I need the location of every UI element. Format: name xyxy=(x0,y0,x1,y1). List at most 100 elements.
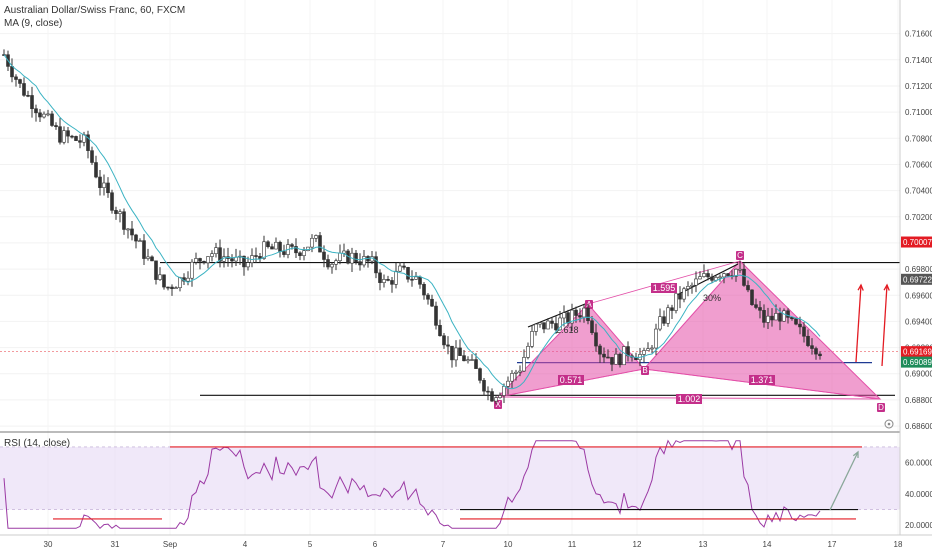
candle-body xyxy=(162,274,166,288)
pattern-ratio: 1.371 xyxy=(749,375,775,385)
rsi-trend-lines xyxy=(53,446,862,520)
candle-body xyxy=(402,265,406,268)
candle-body xyxy=(798,323,802,328)
candle-body xyxy=(594,332,598,347)
candle-body xyxy=(282,251,286,255)
price-badge-box xyxy=(901,236,932,248)
candle-body xyxy=(158,274,162,280)
candle-body xyxy=(734,268,738,277)
candle-body xyxy=(598,345,602,355)
candle-body xyxy=(134,234,138,242)
pattern-ratio: 1.595 xyxy=(651,283,677,293)
rsi-tick-label: 20.0000 xyxy=(905,521,932,530)
candle-body xyxy=(266,241,270,247)
price-badge-text: 0.69169 xyxy=(903,348,932,357)
price-axis[interactable]: 0.71600 0.71400 0.71200 0.71000 0.70800 0.706… xyxy=(905,30,932,431)
candle-body xyxy=(66,130,70,137)
candle-body xyxy=(530,331,534,347)
candle-body xyxy=(38,112,42,118)
candle-body xyxy=(102,182,106,188)
candle-body xyxy=(578,315,582,318)
candle-body xyxy=(310,237,314,248)
price-badge-text: 0.69089 xyxy=(903,358,932,367)
candle-body xyxy=(710,276,714,281)
candle-body xyxy=(818,353,822,357)
pattern-ratio-box xyxy=(676,394,702,404)
candle-body xyxy=(430,298,434,307)
candle-body xyxy=(498,395,502,398)
candle-body xyxy=(694,278,698,286)
time-tick-label: 5 xyxy=(308,540,313,549)
candle-body xyxy=(302,250,306,256)
price-tick-label: 0.70600 xyxy=(905,160,932,169)
gear-icon[interactable] xyxy=(884,419,894,429)
time-axis[interactable]: 30 31 Sep 4 5 6 7 10 11 12 13 14 17 18 xyxy=(44,540,903,549)
candle-body xyxy=(334,260,338,265)
candle-body xyxy=(258,256,262,259)
candle-body xyxy=(414,276,418,280)
candle-body xyxy=(462,355,466,362)
candle-body xyxy=(70,135,74,138)
price-badge-box xyxy=(901,273,932,285)
candle-body xyxy=(342,250,346,254)
candle-body xyxy=(782,310,786,322)
price-tick-label: 0.71600 xyxy=(905,30,932,39)
candle-body xyxy=(46,113,50,116)
candle-body xyxy=(126,228,130,231)
rsi-tick-label: 40.0000 xyxy=(905,490,932,499)
annotation-small: 30% xyxy=(703,293,721,303)
candle-body xyxy=(390,280,394,285)
arrow-up-red-head xyxy=(883,283,890,291)
candle-body xyxy=(758,307,762,311)
candle-body xyxy=(406,267,410,280)
candle-body xyxy=(14,76,18,80)
pattern-ratio-text: 1.595 xyxy=(653,283,676,293)
candle-body xyxy=(394,270,398,285)
arrows xyxy=(829,283,890,511)
candle-body xyxy=(610,357,614,365)
candles xyxy=(2,49,822,405)
candle-body xyxy=(190,261,194,279)
price-badge-text: 0.70007 xyxy=(903,238,932,247)
candle-body xyxy=(762,310,766,323)
candle-body xyxy=(722,273,726,278)
candle-body xyxy=(486,390,490,393)
time-tick-label: 17 xyxy=(828,540,837,549)
pattern-point-text: X xyxy=(495,400,501,409)
pattern-point-d: D xyxy=(877,403,885,412)
candle-body xyxy=(362,256,366,266)
price-badge: 0.69722 xyxy=(901,273,932,285)
candle-body xyxy=(358,261,362,266)
candle-body xyxy=(446,344,450,347)
candle-body xyxy=(642,350,646,355)
pattern-ratio: 0.571 xyxy=(558,375,584,385)
candle-body xyxy=(670,307,674,311)
candle-body xyxy=(426,294,430,300)
candle-body xyxy=(354,252,358,262)
candle-body xyxy=(506,380,510,387)
candle-body xyxy=(662,316,666,324)
rsi-axis[interactable]: 60.0000 40.0000 20.0000 xyxy=(905,459,932,531)
candle-body xyxy=(542,322,546,330)
candle-body xyxy=(410,278,414,281)
harmonic-pattern: X A B C D 0.571 1.595 1.371 1.002 2.618 30% xyxy=(494,251,885,412)
candle-body xyxy=(534,323,538,332)
candle-body xyxy=(210,253,214,257)
candle-body xyxy=(50,113,54,126)
price-badge: 0.69089 xyxy=(901,356,932,368)
candle-body xyxy=(518,370,522,373)
candle-body xyxy=(490,391,494,402)
candle-body xyxy=(242,255,246,268)
candle-body xyxy=(474,359,478,369)
candle-body xyxy=(254,255,258,257)
candle-body xyxy=(702,273,706,277)
rsi-line xyxy=(3,439,821,530)
price-tick-label: 0.69600 xyxy=(905,291,932,300)
candle-body xyxy=(522,357,526,372)
candle-body xyxy=(170,286,174,289)
candle-body xyxy=(514,371,518,374)
pattern-point-b: B xyxy=(641,366,649,375)
candle-body xyxy=(806,335,810,346)
candle-body xyxy=(586,307,590,322)
